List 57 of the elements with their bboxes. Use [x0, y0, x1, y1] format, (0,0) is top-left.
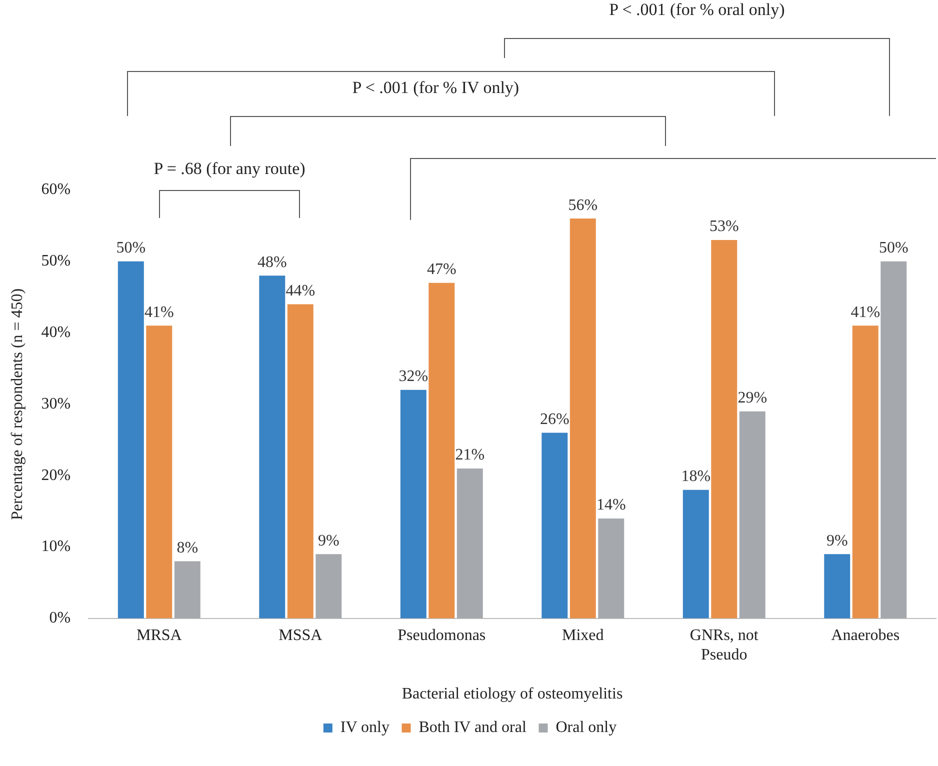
y-tick-label: 50%	[41, 252, 71, 270]
text: P < .001 (for % oral only)	[609, 0, 785, 20]
text: 14%	[596, 496, 626, 514]
text: 50%	[116, 240, 146, 257]
bar	[852, 326, 878, 618]
text: 8%	[176, 539, 198, 556]
text: 21%	[455, 446, 485, 464]
x-tick-label: Pseudomonas	[398, 627, 486, 644]
bar	[118, 261, 144, 618]
bar	[456, 468, 483, 618]
x-tick-label: GNRs, not Pseudo	[690, 627, 759, 664]
x-tick-label: Mixed	[562, 627, 604, 644]
bar	[259, 276, 286, 618]
text: 29%	[738, 390, 768, 407]
text: 56%	[568, 196, 598, 214]
legend-label: Oral only	[556, 719, 617, 736]
bar	[287, 304, 314, 618]
y-tick-label: 0%	[49, 610, 71, 627]
x-tick-label: MRSA	[136, 627, 182, 644]
bar	[739, 411, 766, 618]
bar	[428, 282, 455, 618]
x-tick-label: Anaerobes	[831, 627, 900, 644]
text: 47%	[426, 261, 456, 278]
bar	[400, 390, 426, 618]
x-tick-label: MSSA	[278, 627, 323, 644]
bar	[174, 561, 200, 618]
bar	[598, 518, 624, 618]
bar	[316, 554, 342, 618]
bar	[682, 490, 709, 618]
bar	[146, 326, 172, 618]
text: 32%	[398, 368, 428, 386]
y-tick-label: 40%	[41, 324, 71, 342]
y-tick-label: 20%	[41, 466, 71, 484]
y-tick-label: 30%	[41, 395, 71, 412]
bar	[824, 554, 850, 618]
text: 41%	[850, 304, 880, 321]
bar	[711, 240, 738, 618]
bar	[542, 432, 568, 618]
y-tick-label: 60%	[41, 181, 71, 198]
y-tick-label: 10%	[41, 538, 71, 556]
bar	[880, 261, 907, 618]
y-axis-title: Percentage of respondents (n = 450)	[8, 288, 26, 520]
text: 50%	[878, 240, 908, 257]
text: 53%	[709, 218, 739, 236]
text: 9%	[318, 532, 340, 550]
legend-label: Both IV and oral	[418, 719, 527, 736]
text: 9%	[826, 532, 848, 550]
text: 44%	[286, 282, 316, 300]
x-axis-title: Bacterial etiology of osteomyelitis	[402, 686, 623, 703]
text: P = .68 (for any route)	[154, 159, 306, 179]
text: 41%	[144, 304, 174, 321]
text: 26%	[540, 410, 570, 428]
legend-label: IV only	[340, 719, 390, 736]
bar	[570, 218, 596, 618]
text: 48%	[257, 254, 287, 271]
text: 18%	[681, 468, 711, 486]
text: P < .001 (for % IV only)	[352, 78, 520, 98]
